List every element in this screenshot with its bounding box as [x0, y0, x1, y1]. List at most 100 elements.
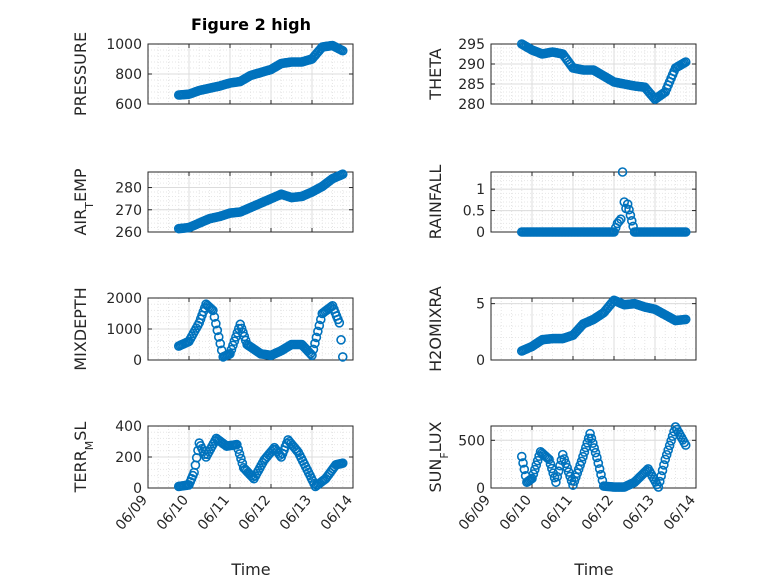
data-point: [659, 460, 669, 470]
data-point: [590, 447, 601, 458]
y-tick-label: 285: [458, 77, 485, 93]
data-point: [559, 454, 570, 464]
data-point: [238, 327, 248, 338]
data-point: [541, 452, 552, 462]
data-point: [657, 465, 668, 476]
x-axis-label-left: Time: [230, 560, 270, 579]
data-point: [552, 471, 563, 482]
y-tick-label: 1000: [106, 37, 142, 53]
y-tick-label: 0: [133, 481, 142, 497]
y-tick-label: 270: [115, 203, 142, 219]
data-point: [234, 449, 245, 459]
data-point: [519, 464, 530, 475]
y-axis-label: MIXDEPTH: [71, 287, 90, 370]
data-point: [337, 45, 348, 56]
data-point: [617, 167, 628, 177]
data-point: [576, 456, 587, 467]
data-point: [545, 459, 556, 469]
data-point: [653, 482, 664, 492]
data-point: [592, 452, 602, 463]
data-point: [680, 314, 691, 325]
data-point: [235, 319, 246, 330]
data-point: [557, 449, 568, 460]
data-point: [551, 477, 561, 488]
y-tick-label: 2000: [106, 291, 142, 307]
y-tick-label: 295: [458, 37, 485, 53]
y-tick-label: 0: [133, 353, 142, 369]
grid-lines: [490, 171, 697, 233]
subplot-theta: 280 285 290 295 THETA: [426, 37, 697, 113]
x-tick-label: 06/09: [113, 492, 151, 533]
data-point: [625, 210, 636, 221]
x-tick-label: 06/14: [318, 492, 356, 533]
data-point: [208, 305, 218, 316]
subplot-mixdepth: 0 1000 2000 MIXDEPTH: [71, 287, 354, 371]
y-axis-label: RAINFALL: [426, 165, 445, 240]
subplot-pressure: 600 800 1000 PRESSURE: [71, 32, 354, 116]
y-tick-label: 0: [476, 481, 485, 497]
data-point: [661, 449, 672, 460]
data-point: [562, 462, 572, 473]
x-tick-label: 06/13: [620, 492, 658, 533]
data-point: [586, 433, 597, 444]
data-point: [225, 348, 235, 359]
data-point: [609, 227, 619, 237]
data-point: [233, 444, 243, 455]
y-tick-label: 0.5: [463, 204, 485, 220]
figure-title: Figure 2 high: [191, 15, 311, 34]
data-point: [680, 57, 691, 67]
x-tick-label: 06/11: [538, 492, 576, 533]
data-point: [229, 336, 240, 346]
series-markers: [516, 295, 691, 356]
y-tick-label: 500: [458, 433, 485, 449]
data-point: [236, 323, 247, 334]
x-tick-label: 06/09: [456, 492, 494, 533]
data-point: [624, 204, 634, 215]
y-tick-label: 800: [115, 67, 142, 83]
data-point: [307, 350, 317, 361]
data-point: [553, 466, 564, 477]
data-point: [337, 169, 348, 180]
data-point: [228, 340, 238, 351]
subplot-rainfall: 0 0.5 1 RAINFALL: [426, 165, 697, 241]
data-point: [211, 318, 221, 329]
data-point: [528, 469, 539, 479]
y-tick-label: 280: [458, 97, 485, 113]
axes-box: [147, 171, 354, 233]
data-point: [518, 458, 528, 468]
data-point: [626, 216, 637, 226]
series-markers: [516, 422, 691, 492]
y-tick-label: 200: [115, 450, 142, 466]
axes-box: [490, 297, 697, 361]
data-point: [596, 469, 606, 480]
y-tick-label: 400: [115, 419, 142, 435]
data-point: [531, 460, 542, 470]
data-point: [663, 445, 673, 455]
data-point: [206, 304, 217, 314]
data-point: [664, 440, 675, 451]
series-markers: [173, 433, 348, 492]
data-point: [213, 332, 224, 342]
y-tick-label: 260: [115, 225, 142, 241]
x-tick-label: 06/12: [579, 492, 617, 533]
data-point: [666, 436, 676, 446]
data-point: [212, 325, 223, 336]
data-point: [640, 466, 651, 477]
data-point: [530, 464, 540, 475]
y-tick-label: 0: [476, 225, 485, 241]
y-tick-label: 1: [476, 182, 485, 198]
x-tick-label: 06/10: [154, 492, 192, 533]
x-tick-label: 06/10: [497, 492, 535, 533]
data-point: [593, 458, 604, 469]
data-point: [614, 216, 624, 227]
subplot-sun-flux: 06/09 06/10 06/11 06/12 06/13 06/14 0 500 SUNFLU…: [426, 421, 699, 533]
data-point: [314, 320, 325, 331]
data-point: [594, 464, 605, 474]
data-point: [585, 428, 595, 439]
subplot-h2omixra: 0 5 H2OMIXRA: [426, 286, 697, 372]
x-axis-label-right: Time: [573, 560, 613, 579]
data-point: [563, 467, 574, 477]
data-point: [680, 440, 691, 450]
axes-box: [490, 43, 697, 105]
